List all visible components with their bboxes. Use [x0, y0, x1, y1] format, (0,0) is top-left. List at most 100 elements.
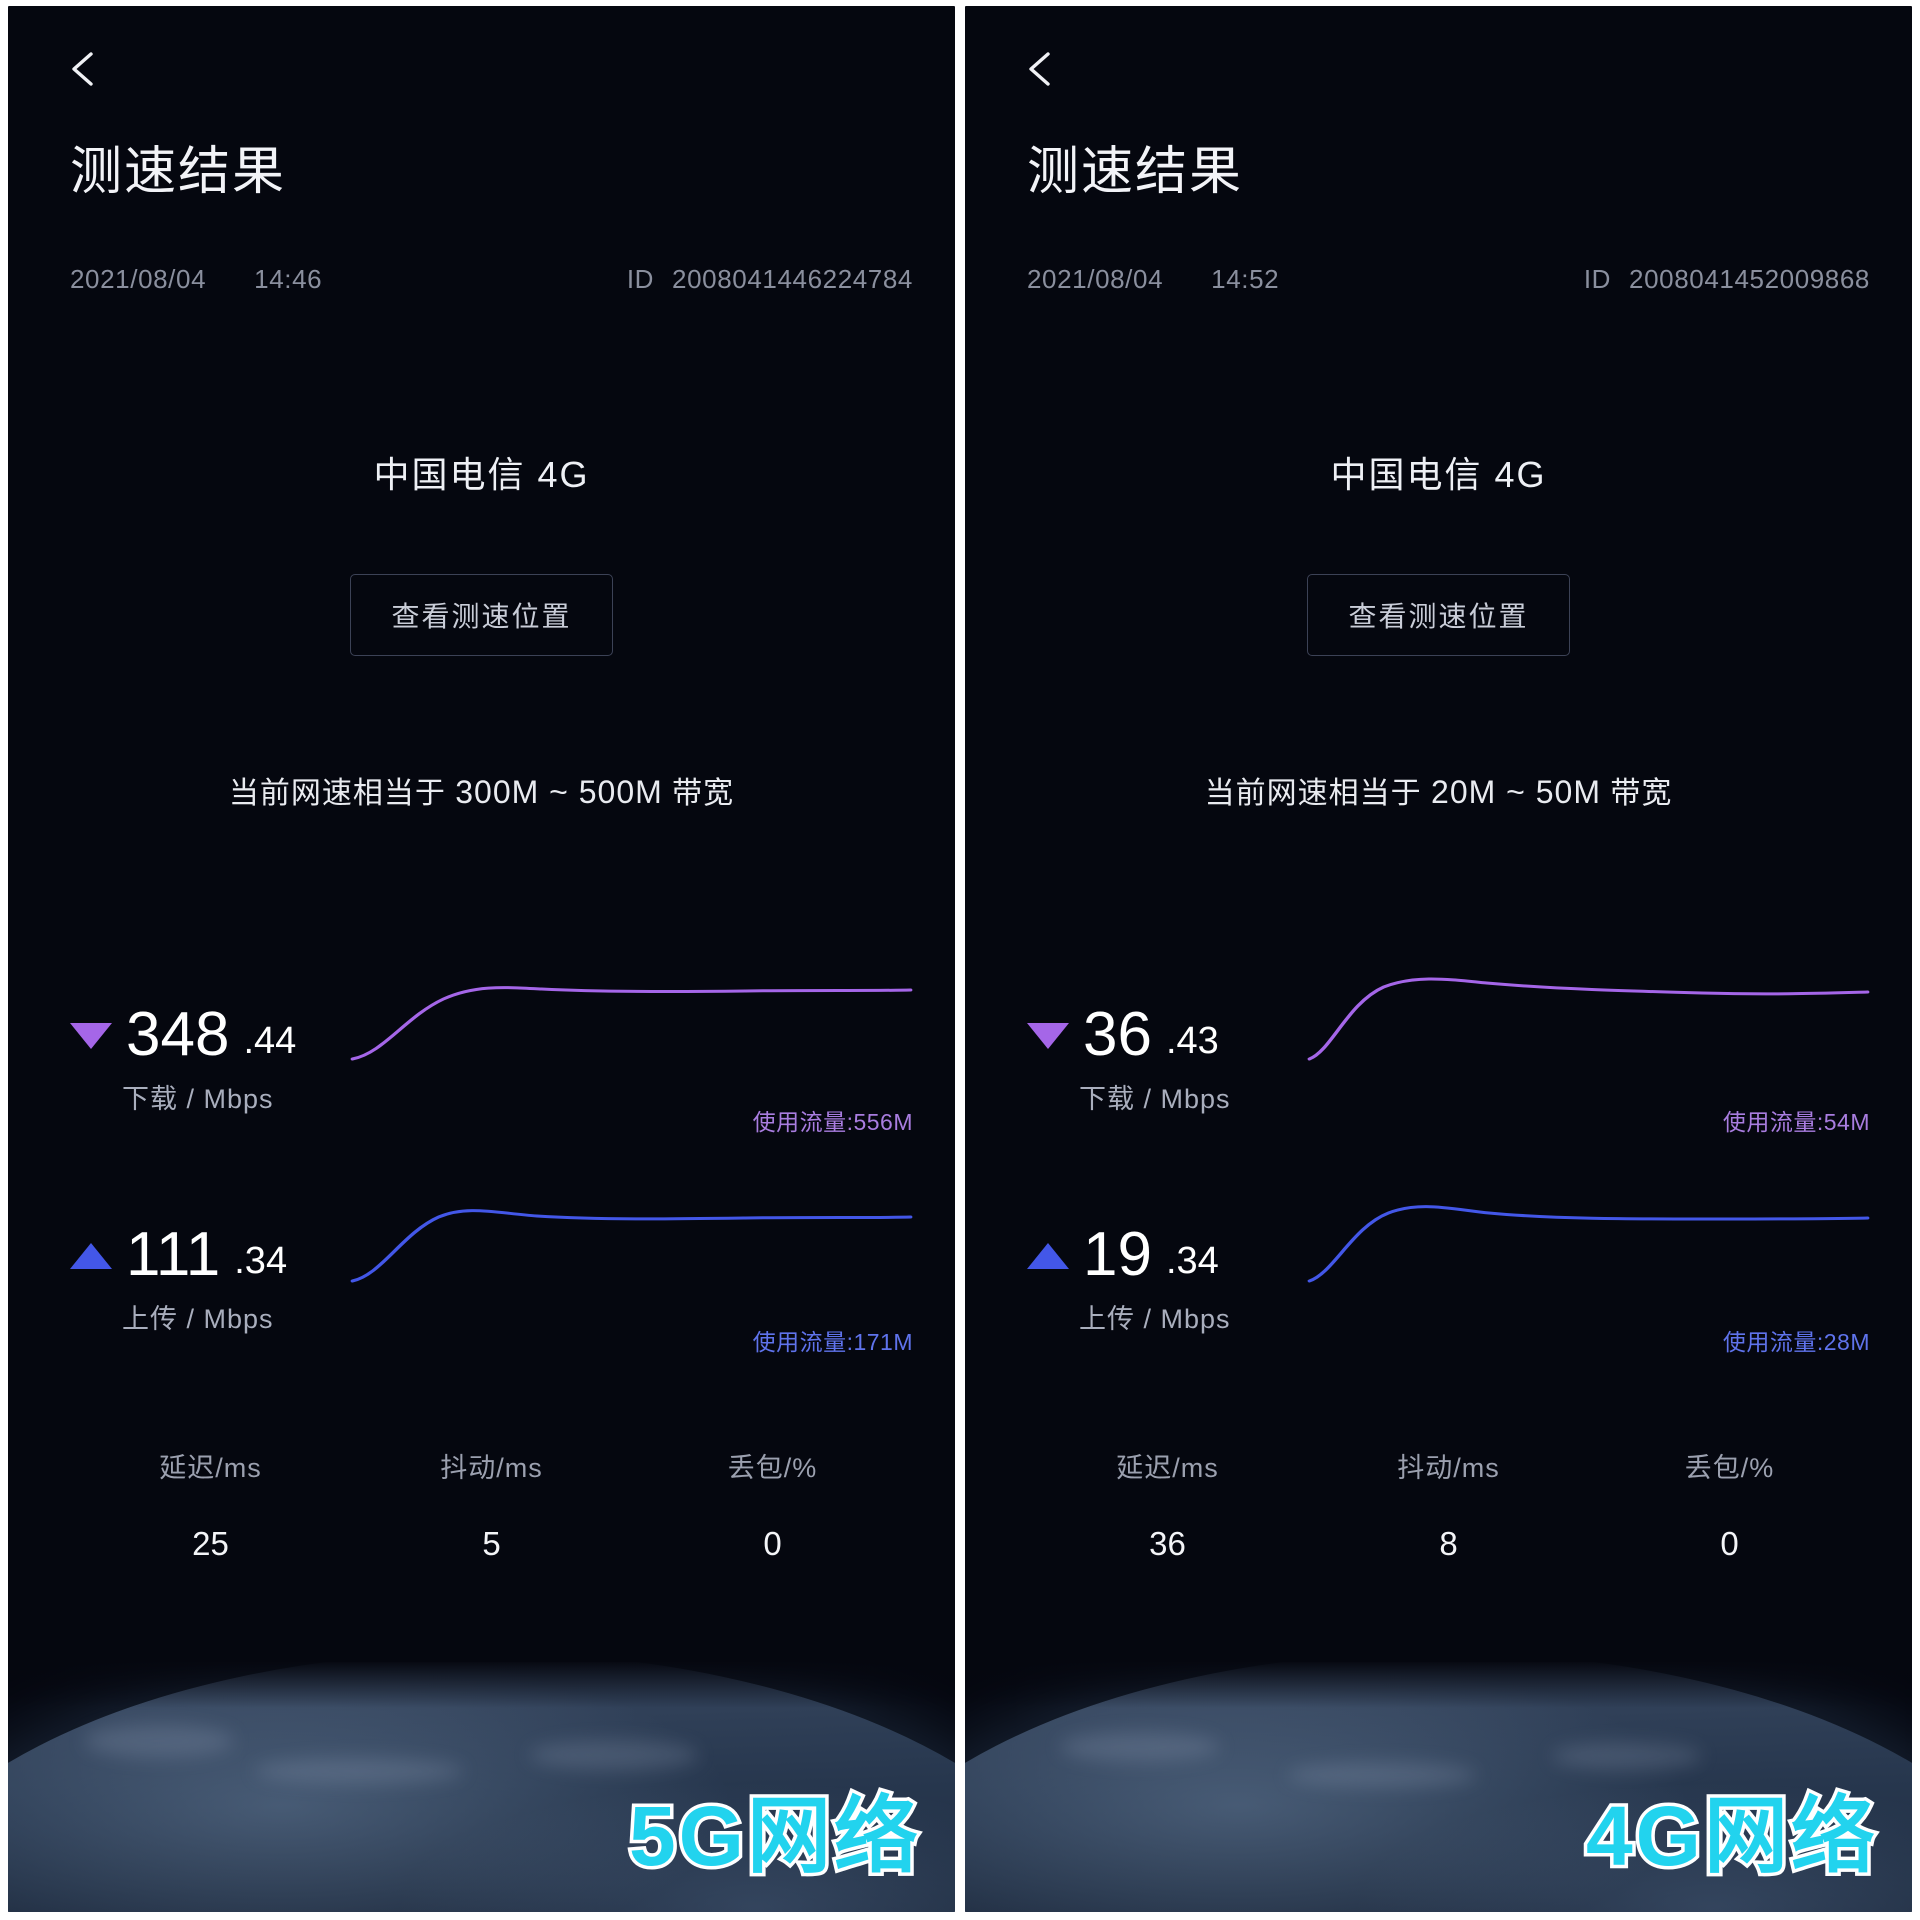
bandwidth-range: 300M ~ 500M — [455, 774, 663, 810]
download-sparkline — [350, 973, 913, 1069]
stat-jitter-label: 抖动/ms — [1397, 1453, 1500, 1483]
stat-latency-value: 36 — [1149, 1525, 1186, 1562]
upload-sparkline — [1307, 1193, 1870, 1289]
download-sparkline — [1307, 973, 1870, 1069]
page-title: 测速结果 — [70, 143, 287, 201]
download-readout: 348 .44 下载 / Mbps — [70, 991, 400, 1116]
stat-packetloss-label: 丢包/% — [727, 1453, 818, 1483]
page-title: 测速结果 — [1027, 143, 1244, 201]
download-value-integer: 36 — [1083, 999, 1152, 1069]
network-stats-row: 延迟/ms 25 抖动/ms 5 丢包/% 0 — [70, 1446, 913, 1563]
carrier-label: 中国电信 4G — [1330, 454, 1547, 495]
view-test-location-button[interactable]: 查看测速位置 — [350, 574, 613, 656]
triangle-up-icon — [70, 1243, 112, 1269]
earth-horizon-fade — [8, 1662, 955, 1708]
download-unit-label: 下载 / Mbps — [122, 1084, 274, 1114]
upload-value-decimal: .34 — [1165, 1240, 1219, 1282]
upload-traffic-used: 使用流量:28M — [1722, 1329, 1870, 1355]
cloud-wisp — [83, 1724, 234, 1758]
download-speed-block: 348 .44 下载 / Mbps 使用流量:556M — [70, 986, 913, 1181]
upload-value-decimal: .34 — [234, 1240, 288, 1282]
upload-traffic-used: 使用流量:171M — [752, 1329, 913, 1355]
cloud-wisp — [1286, 1762, 1477, 1788]
meta-row: 2021/08/04 14:46 ID 2008041446224784 — [70, 264, 913, 295]
back-button[interactable] — [54, 38, 116, 100]
stat-packetloss: 丢包/% 0 — [1589, 1446, 1870, 1563]
bandwidth-range: 20M ~ 50M — [1431, 774, 1601, 810]
download-value-row: 36 .43 — [1027, 991, 1357, 1069]
chevron-left-icon — [63, 47, 107, 91]
stat-latency: 延迟/ms 25 — [70, 1446, 351, 1563]
earth-horizon-fade — [965, 1662, 1912, 1708]
test-id-label: ID — [626, 264, 655, 294]
bandwidth-prefix: 当前网速相当于 — [228, 777, 446, 810]
stat-jitter: 抖动/ms 8 — [1308, 1446, 1589, 1563]
upload-readout: 111 .34 上传 / Mbps — [70, 1211, 400, 1336]
stat-latency-label: 延迟/ms — [159, 1453, 262, 1483]
upload-speed-block: 111 .34 上传 / Mbps 使用流量:171M — [70, 1209, 913, 1401]
bandwidth-prefix: 当前网速相当于 — [1204, 777, 1422, 810]
download-value-integer: 348 — [126, 999, 230, 1069]
upload-value-row: 111 .34 — [70, 1211, 400, 1285]
stat-jitter: 抖动/ms 5 — [351, 1446, 632, 1563]
stat-packetloss-value: 0 — [763, 1525, 782, 1562]
stat-packetloss-value: 0 — [1720, 1525, 1739, 1562]
upload-value-row: 19 .34 — [1027, 1211, 1357, 1289]
download-value-decimal: .44 — [243, 1020, 297, 1062]
cloud-wisp — [528, 1740, 699, 1770]
upload-speed-block: 19 .34 上传 / Mbps 使用流量:28M — [1027, 1205, 1870, 1401]
speedtest-panel-5g: 测速结果 2021/08/04 14:46 ID 200804144622478… — [8, 6, 955, 1912]
test-date: 2021/08/04 — [1027, 264, 1164, 294]
network-stats-row: 延迟/ms 36 抖动/ms 8 丢包/% 0 — [1027, 1446, 1870, 1563]
stat-latency-label: 延迟/ms — [1116, 1453, 1219, 1483]
test-id-value: 2008041446224784 — [672, 264, 913, 294]
cloud-wisp — [254, 1758, 465, 1784]
download-speed-block: 36 .43 下载 / Mbps 使用流量:54M — [1027, 977, 1870, 1181]
triangle-down-icon — [70, 1023, 112, 1049]
stat-packetloss: 丢包/% 0 — [632, 1446, 913, 1563]
carrier-label: 中国电信 4G — [373, 454, 590, 495]
earth-graphic — [965, 1662, 1912, 1912]
test-time: 14:46 — [254, 264, 323, 294]
speedtest-panel-4g: 测速结果 2021/08/04 14:52 ID 200804145200986… — [965, 6, 1912, 1912]
chevron-left-icon — [1020, 47, 1064, 91]
stat-packetloss-label: 丢包/% — [1684, 1453, 1775, 1483]
stat-latency: 延迟/ms 36 — [1027, 1446, 1308, 1563]
network-type-overlay-label: 5G网络 — [625, 1789, 921, 1883]
earth-graphic — [8, 1662, 955, 1912]
bandwidth-summary: 当前网速相当于 20M ~ 50M 带宽 — [965, 768, 1912, 812]
test-date: 2021/08/04 — [70, 264, 207, 294]
test-id-value: 2008041452009868 — [1629, 264, 1870, 294]
download-traffic-used: 使用流量:556M — [752, 1109, 913, 1135]
location-button-wrap: 查看测速位置 — [8, 574, 955, 656]
test-id-label: ID — [1583, 264, 1612, 294]
test-id: ID 2008041452009868 — [1584, 264, 1870, 295]
cloud-wisp — [1552, 1742, 1703, 1770]
upload-readout: 19 .34 上传 / Mbps — [1027, 1211, 1357, 1336]
upload-unit-label: 上传 / Mbps — [1079, 1304, 1231, 1334]
stat-latency-value: 25 — [192, 1525, 229, 1562]
meta-row: 2021/08/04 14:52 ID 2008041452009868 — [1027, 264, 1870, 295]
cloud-wisp — [1059, 1732, 1220, 1762]
network-type-overlay-label: 4G网络 — [1582, 1789, 1878, 1883]
download-value-row: 348 .44 — [70, 991, 400, 1069]
test-time: 14:52 — [1211, 264, 1280, 294]
view-test-location-button[interactable]: 查看测速位置 — [1307, 574, 1570, 656]
bandwidth-summary: 当前网速相当于 300M ~ 500M 带宽 — [8, 768, 955, 812]
back-button[interactable] — [1011, 38, 1073, 100]
bandwidth-suffix: 带宽 — [1610, 777, 1673, 810]
download-readout: 36 .43 下载 / Mbps — [1027, 991, 1357, 1116]
triangle-up-icon — [1027, 1243, 1069, 1269]
stat-jitter-label: 抖动/ms — [440, 1453, 543, 1483]
download-value-decimal: .43 — [1165, 1020, 1219, 1062]
download-unit-label: 下载 / Mbps — [1079, 1084, 1231, 1114]
stat-jitter-value: 5 — [482, 1525, 501, 1562]
upload-value-integer: 19 — [1083, 1219, 1152, 1289]
location-button-wrap: 查看测速位置 — [965, 574, 1912, 656]
test-id: ID 2008041446224784 — [627, 264, 913, 295]
upload-sparkline — [350, 1193, 913, 1289]
download-traffic-used: 使用流量:54M — [1722, 1109, 1870, 1135]
triangle-down-icon — [1027, 1023, 1069, 1049]
bandwidth-suffix: 带宽 — [672, 777, 735, 810]
